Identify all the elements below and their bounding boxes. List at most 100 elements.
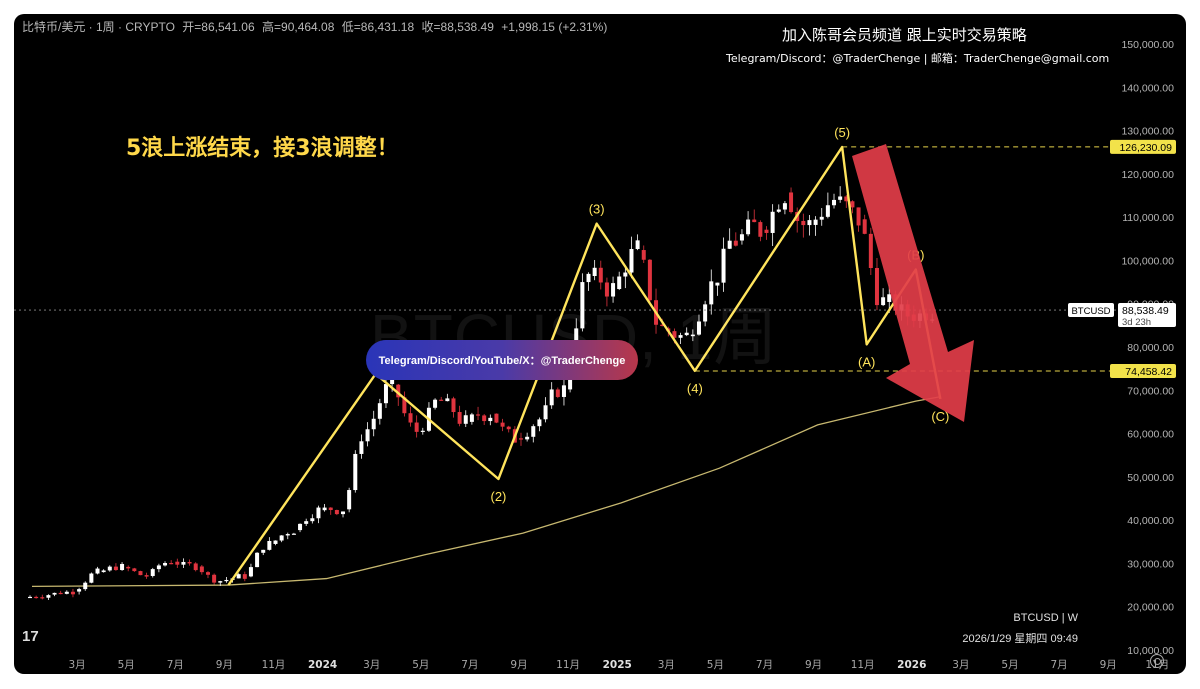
- y-tick-label: 130,000.00: [1121, 126, 1174, 138]
- symbol-title[interactable]: 比特币/美元 · 1周 · CRYPTO: [22, 20, 175, 34]
- candle-down: [476, 414, 481, 416]
- candle-down: [113, 566, 118, 571]
- y-tick-label: 150,000.00: [1121, 39, 1174, 51]
- candle-down: [598, 267, 603, 283]
- candle-up: [739, 234, 744, 241]
- y-tick-label: 60,000.00: [1127, 429, 1174, 441]
- symbol-tag-box: [1068, 303, 1114, 318]
- candle-down: [193, 563, 198, 571]
- candle-up: [298, 523, 303, 531]
- candle-up: [819, 216, 824, 220]
- candle-up: [746, 219, 751, 235]
- candle-up: [617, 276, 622, 289]
- candle-down: [672, 331, 677, 338]
- candle-up: [52, 592, 57, 595]
- candle-down: [451, 398, 456, 413]
- x-tick-label: 9月: [805, 659, 822, 671]
- candle-down: [169, 563, 174, 565]
- y-tick-label: 70,000.00: [1127, 385, 1174, 397]
- candle-up: [592, 267, 597, 277]
- candle-up: [629, 248, 634, 273]
- candle-down: [58, 592, 63, 595]
- countdown-label: 3d 23h: [1122, 317, 1151, 328]
- candle-down: [408, 413, 413, 423]
- candle-up: [236, 574, 241, 579]
- candle-up: [832, 199, 837, 206]
- change-value: +1,998.15 (+2.31%): [501, 20, 608, 34]
- candle-up: [273, 540, 278, 544]
- candle-up: [721, 248, 726, 283]
- candle-down: [126, 566, 131, 569]
- candle-down: [414, 422, 419, 432]
- x-tick-label: 9月: [216, 659, 233, 671]
- candle-up: [224, 579, 229, 582]
- candle-up: [488, 417, 493, 422]
- candle-down: [439, 399, 444, 401]
- candle-down: [175, 561, 180, 565]
- candle-up: [635, 240, 640, 249]
- x-tick-label: 3月: [658, 659, 675, 671]
- wave-label-2: (2): [491, 489, 507, 504]
- candle-up: [611, 283, 616, 297]
- candle-down: [199, 566, 204, 573]
- candle-down: [187, 561, 192, 564]
- candle-down: [396, 384, 401, 398]
- candle-up: [83, 582, 88, 590]
- candle-up: [463, 415, 468, 424]
- x-tick-label: 11月: [851, 659, 875, 671]
- candle-down: [801, 220, 806, 226]
- candle-down: [758, 222, 763, 237]
- promo-line-1: 加入陈哥会员频道 跟上实时交易策略: [782, 26, 1027, 44]
- price-label: 74,458.42: [1125, 366, 1172, 378]
- candle-up: [89, 573, 94, 583]
- x-tick-label: 5月: [412, 659, 429, 671]
- candle-up: [782, 203, 787, 210]
- candle-down: [334, 510, 339, 515]
- price-label: 126,230.09: [1119, 142, 1172, 154]
- candle-down: [494, 413, 499, 423]
- x-tick-label: 11月: [262, 659, 286, 671]
- y-tick-label: 50,000.00: [1127, 472, 1174, 484]
- candle-down: [844, 196, 849, 202]
- candle-up: [359, 441, 364, 454]
- x-tick-label: 5月: [1001, 659, 1018, 671]
- candle-up: [46, 595, 51, 598]
- candle-down: [205, 572, 210, 575]
- candle-up: [433, 399, 438, 408]
- candle-up: [267, 540, 272, 550]
- candle-down: [132, 568, 137, 572]
- candle-down: [70, 591, 75, 595]
- candle-up: [469, 414, 474, 422]
- candle-up: [580, 282, 585, 329]
- y-tick-label: 110,000.00: [1122, 212, 1174, 224]
- wave-label-c: (C): [931, 409, 949, 424]
- high-value: 高=90,464.08: [262, 20, 335, 34]
- x-tick-label: 7月: [461, 659, 478, 671]
- candle-up: [371, 418, 376, 430]
- tradingview-logo[interactable]: 17: [22, 628, 39, 645]
- candle-up: [684, 332, 689, 336]
- candle-up: [77, 589, 82, 592]
- candle-up: [703, 304, 708, 322]
- candle-up: [881, 297, 886, 306]
- candle-up: [181, 561, 186, 565]
- x-tick-label: 7月: [1051, 659, 1068, 671]
- candle-up: [678, 335, 683, 338]
- candle-up: [28, 596, 32, 599]
- symbol-tag: BTCUSD: [1071, 306, 1110, 317]
- low-value: 低=86,431.18: [341, 20, 415, 34]
- candle-up: [322, 507, 327, 511]
- chart-canvas[interactable]: (1)(2)(3)(4)(5)(A)(B)(C) 150,000.00140,0…: [14, 14, 1186, 674]
- candle-up: [365, 429, 370, 442]
- y-tick-label: 10,000.00: [1127, 645, 1174, 657]
- chart-frame: (1)(2)(3)(4)(5)(A)(B)(C) 150,000.00140,0…: [14, 14, 1186, 674]
- settings-icon[interactable]: [1150, 654, 1164, 668]
- candle-down: [862, 219, 867, 234]
- candle-down: [506, 426, 511, 430]
- current-price-box: [1118, 303, 1176, 328]
- candle-down: [457, 412, 462, 424]
- candle-down: [34, 596, 39, 599]
- candle-up: [537, 419, 542, 427]
- candle-up: [255, 552, 260, 568]
- candle-up: [770, 211, 775, 233]
